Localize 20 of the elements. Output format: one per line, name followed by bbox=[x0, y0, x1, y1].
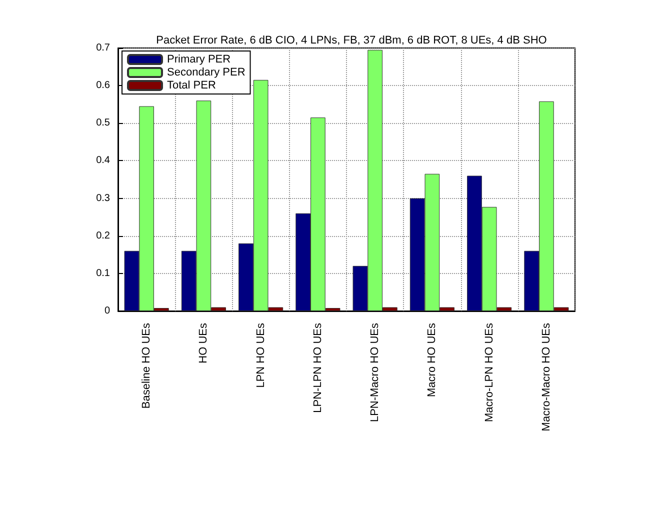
x-tick-label: Macro-Macro HO UEs bbox=[540, 322, 552, 432]
x-tick-label: Macro-LPN HO UEs bbox=[483, 322, 496, 422]
x-tick-label: LPN-Macro HO UEs bbox=[369, 322, 382, 422]
y-tick-label: 0.7 bbox=[96, 42, 110, 54]
y-tick-label: 0.4 bbox=[96, 155, 110, 166]
y-tick-label: 0.5 bbox=[96, 118, 110, 129]
y-tick-label: 0.6 bbox=[96, 80, 110, 92]
y-tick-label: 0.1 bbox=[96, 268, 110, 279]
y-tick-label: 0 bbox=[104, 306, 110, 316]
x-tick-label: Macro HO UEs bbox=[426, 322, 438, 397]
y-tick-label: 0.3 bbox=[96, 192, 110, 204]
y-tick-label: 0.2 bbox=[96, 230, 110, 242]
legend-label: Primary PER bbox=[167, 54, 231, 66]
legend-label: Total PER bbox=[167, 80, 216, 92]
legend-label: Secondary PER bbox=[167, 66, 246, 78]
x-tick-label: HO UEs bbox=[198, 322, 210, 364]
x-tick-label: Baseline HO UEs bbox=[140, 322, 153, 409]
x-tick-label: LPN HO UEs bbox=[254, 322, 267, 388]
x-tick-label: LPN-LPN HO UEs bbox=[312, 322, 324, 413]
chart-title: Packet Error Rate, 6 dB CIO, 4 LPNs, FB, 37 dBm, 6 dB ROT, 8 UEs, 4 dB SHO bbox=[156, 34, 548, 46]
